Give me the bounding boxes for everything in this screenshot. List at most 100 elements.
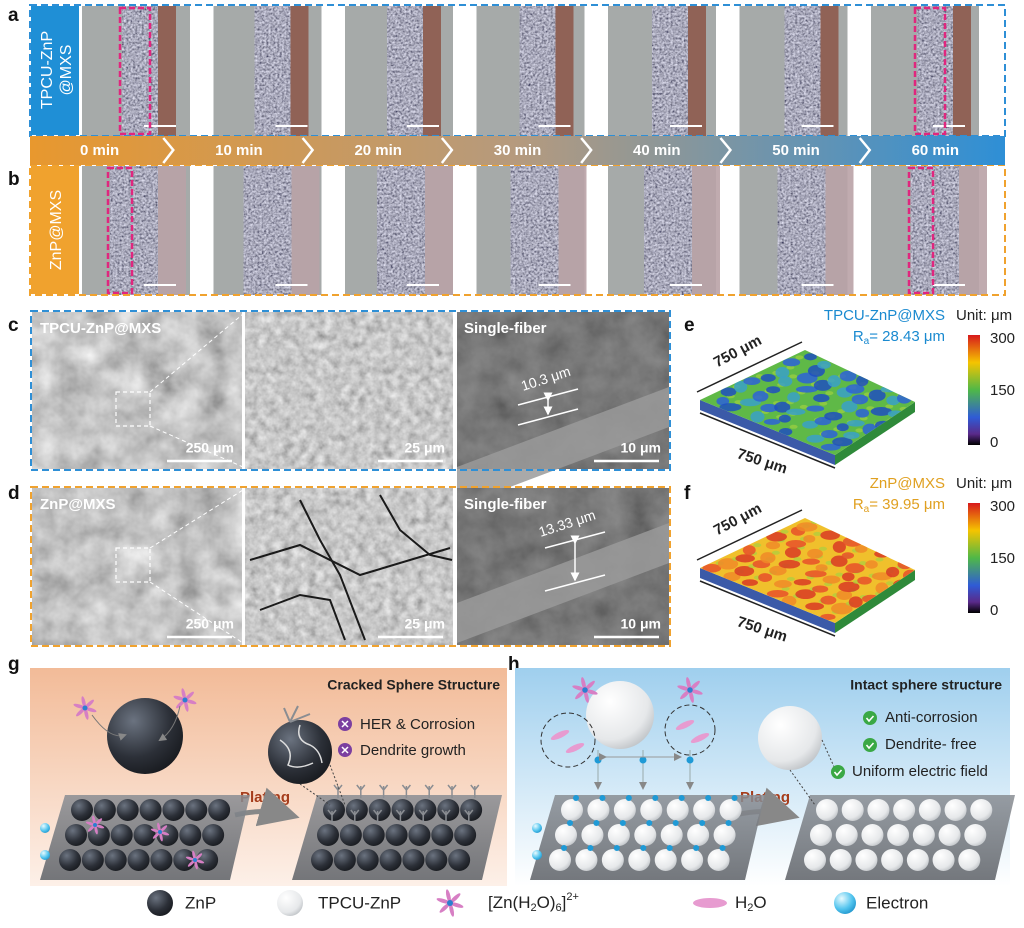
ion-arm	[184, 691, 194, 701]
texture-spot	[841, 400, 858, 413]
texture-spot	[717, 558, 739, 570]
texture-spot	[758, 573, 773, 582]
sphere	[202, 824, 225, 846]
highlight-box	[913, 6, 947, 136]
sphere	[613, 799, 636, 821]
texture-spot	[741, 579, 758, 586]
ion-arm	[184, 699, 197, 705]
texture-spot	[803, 534, 816, 543]
electrode	[777, 166, 826, 295]
texture-spot	[742, 545, 756, 556]
subscript: 6	[556, 902, 562, 914]
sphere	[867, 799, 890, 821]
scale-label: 250 μm	[186, 616, 234, 632]
texture-highlight	[786, 577, 795, 582]
fiber	[457, 523, 669, 643]
electron	[573, 795, 579, 801]
ion-arm	[157, 822, 161, 833]
sphere	[958, 849, 981, 871]
sphere	[402, 849, 425, 871]
zoom-line	[329, 764, 346, 806]
electron	[646, 820, 653, 826]
electron	[705, 795, 712, 801]
check-icon	[831, 765, 845, 779]
dendrite	[379, 784, 389, 798]
texture-spot	[896, 392, 912, 404]
sphere	[431, 824, 454, 846]
unit: Unit: μm	[956, 307, 1012, 324]
sphere	[454, 824, 477, 846]
texture-spot	[897, 559, 913, 570]
texture-spot	[846, 420, 865, 427]
texture-spot	[841, 552, 855, 559]
texture-spot	[723, 571, 741, 582]
highlight-box	[907, 166, 935, 295]
ion-core	[158, 830, 162, 834]
ion-arm	[159, 825, 168, 833]
sphere	[887, 824, 910, 846]
sphere	[345, 799, 368, 821]
ion-arm	[445, 889, 451, 904]
sphere	[681, 849, 704, 871]
texture-spot	[820, 595, 837, 605]
sphere	[414, 799, 437, 821]
ion-arm	[159, 831, 163, 842]
ion-path	[91, 714, 127, 741]
sphere	[139, 799, 162, 821]
substrate	[158, 6, 176, 136]
sphere	[932, 849, 955, 871]
legend: ZnP TPCU-ZnP [Zn(H2O)6]2+ H2O Electron	[147, 889, 928, 917]
sphere	[713, 824, 736, 846]
ion-arm	[185, 856, 196, 861]
electron	[639, 756, 647, 764]
substrate	[959, 166, 987, 295]
sphere	[581, 824, 604, 846]
legend-text: TPCU-ZnP	[318, 893, 401, 912]
axis-label: 750 μm	[735, 445, 789, 477]
electron	[678, 795, 685, 801]
sphere	[628, 849, 651, 871]
electrode	[122, 6, 158, 136]
sphere	[640, 799, 663, 821]
texture-spot	[766, 532, 787, 542]
texture-highlight	[825, 391, 834, 396]
sphere	[110, 824, 133, 846]
sphere	[587, 799, 610, 821]
electron	[725, 820, 732, 826]
image-title: Single-fiber	[464, 320, 547, 337]
substrate	[555, 6, 574, 136]
ion-arm	[194, 853, 203, 861]
colorbar-tick: 150	[990, 550, 1015, 567]
sphere	[268, 720, 332, 784]
electrode	[784, 6, 821, 136]
chevron	[580, 137, 593, 164]
texture-spot	[769, 565, 787, 576]
dendrite	[441, 809, 451, 823]
check-icon	[863, 711, 877, 725]
texture-highlight	[786, 365, 795, 370]
sphere	[87, 824, 110, 846]
schematic	[40, 677, 1015, 880]
texture-spot	[766, 589, 789, 598]
texture-spot	[868, 389, 886, 402]
electron	[613, 845, 620, 851]
sphere	[816, 799, 838, 821]
sphere	[654, 849, 677, 871]
sphere	[107, 698, 183, 774]
scale-label: 25 μm	[405, 440, 445, 456]
note: Dendrite growth	[360, 742, 466, 759]
sphere	[964, 824, 987, 846]
sphere	[362, 824, 385, 846]
texture-spot	[820, 443, 841, 451]
texture-highlight	[935, 566, 943, 570]
texture-highlight	[814, 350, 823, 354]
electrode	[377, 166, 425, 295]
legend-text: H2O	[735, 893, 767, 913]
texture-spot	[820, 530, 840, 540]
texture-highlight	[828, 357, 837, 362]
sphere	[460, 799, 483, 821]
electron	[587, 845, 594, 851]
zoom-box	[115, 547, 151, 583]
texture-spot	[750, 411, 765, 423]
